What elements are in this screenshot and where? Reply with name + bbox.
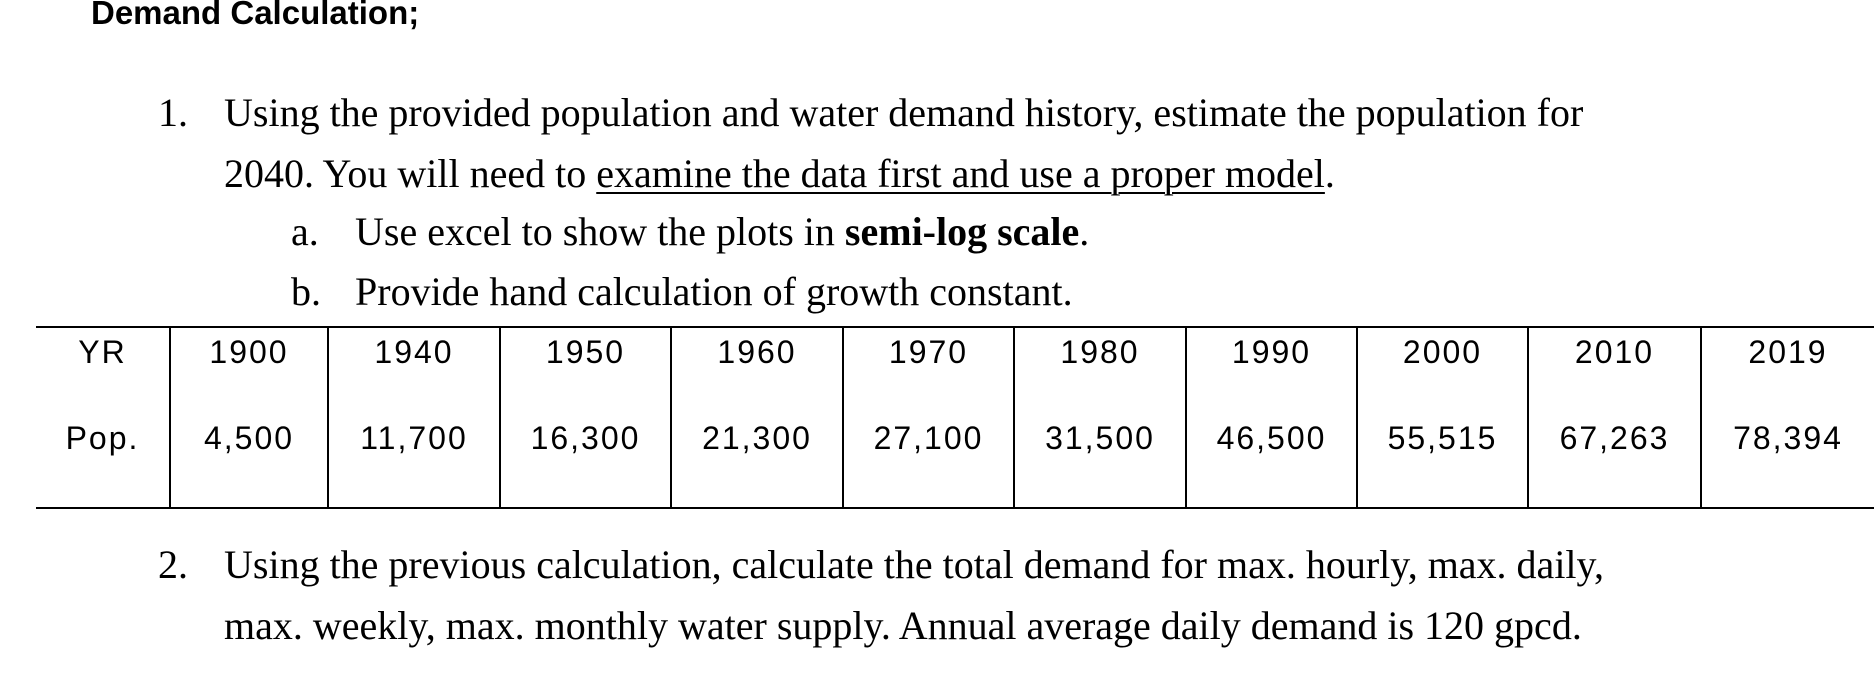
table-cell: 55,515 [1356,418,1528,508]
table-cell: 1900 [169,327,328,418]
item-text-line: 2040. You will need to examine the data … [224,154,1335,194]
table-cell: 27,100 [842,418,1014,508]
text: . [1079,209,1090,254]
text: 2040. You will need to [224,151,597,196]
bold-text: semi-log scale [844,209,1080,254]
sub-text: Use excel to show the plots in semi-log … [355,212,1089,252]
table-cell: 16,300 [499,418,671,508]
table-cell: 21,300 [670,418,843,508]
sub-letter: b. [291,269,321,314]
table-cell: 1960 [670,327,843,418]
sub-text: Provide hand calculation of growth const… [355,269,1073,314]
item-text: Using the provided population and water … [224,90,1584,135]
table-cell: 46,500 [1185,418,1357,508]
table-cell: 2010 [1527,327,1701,418]
table-cell: 1970 [842,327,1014,418]
table-cell: 2000 [1356,327,1528,418]
table-cell: 31,500 [1013,418,1186,508]
table-cell: 4,500 [169,418,328,508]
table-cell: 1940 [327,327,500,418]
table-row: Pop. 4,500 11,700 16,300 21,300 27,100 31,500 4… [36,418,1874,508]
sub-letter: a. [291,209,319,254]
text: . [1324,151,1335,196]
table-cell: 1990 [1185,327,1357,418]
item-text: Using the previous calculation, calculat… [224,542,1604,587]
item-number: 1. [158,90,188,135]
text: Use excel to show the plots in [355,209,845,254]
heading: Demand Calculation; [91,0,420,31]
row-header: Pop. [65,420,140,456]
table-cell: 1980 [1013,327,1186,418]
item-number: 2. [158,542,188,587]
table-cell: 11,700 [327,418,500,508]
table-cell: 2019 [1700,327,1874,418]
row-header: YR [78,334,127,370]
underlined-text: examine the data first and use a proper … [596,151,1325,196]
table-cell: 78,394 [1700,418,1874,508]
table-cell: 67,263 [1527,418,1701,508]
data-table: YR 1900 1940 1950 1960 1970 1980 1990 2000 2010 20… [36,326,1874,509]
table-cell: 1950 [499,327,671,418]
item-text-line: max. weekly, max. monthly water supply. … [224,603,1582,648]
table-row: YR 1900 1940 1950 1960 1970 1980 1990 2000 2010 20… [36,327,1874,418]
